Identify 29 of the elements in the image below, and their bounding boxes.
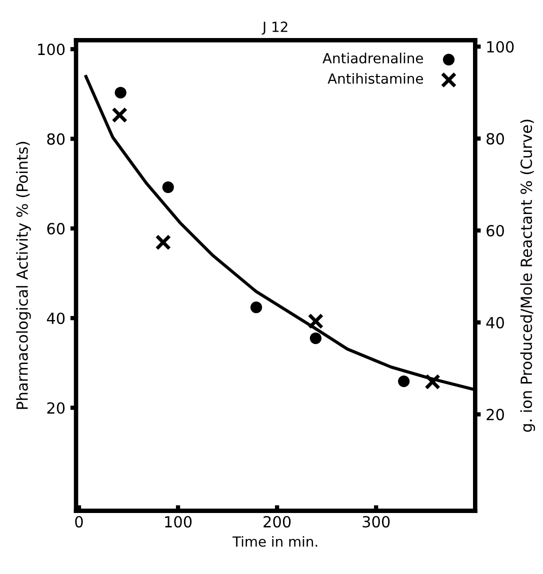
x-tick-label: 200 xyxy=(264,516,291,528)
chart-title: J 12 xyxy=(262,22,288,35)
point xyxy=(424,374,440,390)
y-tick-label: 60 xyxy=(47,222,65,234)
y2-tick-label: 40 xyxy=(486,316,504,328)
y2-tick-label: 60 xyxy=(486,224,504,236)
legend-label: Antiadrenaline xyxy=(322,52,423,64)
point xyxy=(162,181,174,194)
legend-label: Antihistamine xyxy=(328,73,423,84)
x-tick-label: 100 xyxy=(165,516,192,528)
point xyxy=(112,107,128,123)
y2-axis-title: g. ion Produced/Mole Reactant % (Curve) xyxy=(520,120,536,432)
y-tick-label: 40 xyxy=(46,312,65,324)
point xyxy=(310,332,322,344)
x-axis-title: Time in min. xyxy=(232,536,318,547)
y2-tick-label: 20 xyxy=(486,408,504,420)
point xyxy=(250,302,262,314)
x-tick-label: 0 xyxy=(75,516,83,528)
point xyxy=(114,86,126,98)
y-tick-label: 20 xyxy=(47,402,65,414)
point xyxy=(398,376,410,388)
y-axis-title: Pharmacological Activity % (Points) xyxy=(16,142,31,409)
y-tick-label: 100 xyxy=(38,44,65,56)
point xyxy=(155,234,172,250)
y2-tick-label: 80 xyxy=(486,133,504,145)
y-tick-label: 80 xyxy=(47,133,65,145)
y2-tick-label: 100 xyxy=(487,41,514,53)
point xyxy=(308,313,324,330)
x-tick-label: 300 xyxy=(362,516,390,528)
